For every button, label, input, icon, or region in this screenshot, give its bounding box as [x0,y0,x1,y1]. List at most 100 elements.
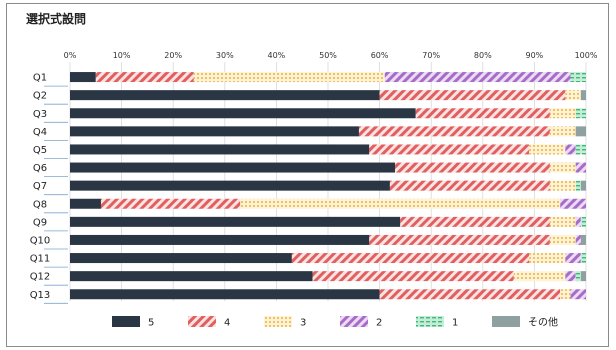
category-label: Q2 [33,91,47,102]
bar-segment-2 [570,289,586,300]
bar-segment-3 [565,90,581,101]
legend: 5 4 3 2 1 その他 [112,316,558,329]
legend-swatch [264,316,292,327]
bar-segment-3 [513,271,566,282]
bar-segment-1 [580,253,586,264]
x-tick-label: 40% [268,51,286,60]
legend-label: 1 [452,318,458,329]
bars [70,72,586,300]
bar-segment-5 [70,234,370,245]
bar-segment-4 [379,289,561,300]
legend-label: 5 [148,318,154,329]
bar-segment-4 [379,90,566,101]
bar-segment-2 [565,144,576,155]
bar-segment-other [580,271,586,282]
bar-segment-2 [575,216,581,227]
bar-segment-5 [70,162,396,173]
bar-segment-other [580,180,586,191]
category-label: Q4 [33,127,47,138]
category-label: Q11 [30,254,51,265]
bar-segment-4 [291,253,530,264]
category-label: Q12 [30,272,51,283]
bar-segment-other [580,90,586,101]
legend-swatch [340,316,368,327]
bar-segment-2 [575,234,581,245]
bar-segment-4 [395,162,550,173]
bar-segment-5 [70,271,313,282]
bar-segment-3 [549,126,576,137]
legend-swatch [416,316,444,327]
category-label: Q9 [33,217,47,228]
bar-segment-2 [565,271,576,282]
bar-segment-5 [70,90,380,101]
bar-segment-4 [369,144,530,155]
category-label: Q8 [33,199,47,210]
bar-segment-other [580,234,586,245]
bar-segment-1 [575,180,581,191]
bar-segment-5 [70,144,370,155]
bar-segment-3 [549,162,576,173]
bar-segment-2 [575,162,586,173]
bar-segment-3 [549,108,576,119]
x-tick-label: 50% [319,51,337,60]
bar-segment-4 [358,126,550,137]
bar-segment-4 [400,216,550,227]
bar-segment-other [575,126,586,137]
bar-segment-1 [570,72,586,83]
bar-segment-5 [70,72,96,83]
bar-segment-5 [70,126,359,137]
legend-swatch [188,316,216,327]
bar-segment-4 [369,234,550,245]
bar-segment-4 [100,198,241,209]
bar-segment-5 [70,253,292,264]
category-label: Q5 [33,145,47,156]
x-tick-label: 10% [113,51,131,60]
x-axis-ticks: 0% 10% 20% 30% 40% 50% 60% 70% 80% 90% 100% [64,51,598,60]
bar-segment-3 [529,253,566,264]
category-label: Q6 [33,163,47,174]
legend-label: 2 [376,318,382,329]
category-label: Q7 [33,181,47,192]
bar-segment-4 [389,180,550,191]
bar-segment-4 [415,108,550,119]
bar-segment-2 [565,253,581,264]
category-label: Q1 [33,73,47,84]
bar-segment-2 [384,72,571,83]
category-label: Q3 [33,109,47,120]
legend-label: 4 [224,318,230,329]
legend-label: 3 [300,318,306,329]
legend-swatch [492,316,520,327]
bar-segment-1 [575,271,581,282]
bar-segment-3 [549,180,576,191]
legend-label: その他 [528,316,558,329]
bar-segment-5 [70,216,401,227]
category-label: Q13 [30,290,51,301]
bar-segment-3 [549,234,576,245]
category-label: Q10 [30,235,51,246]
chart-title: 選択式設問 [26,12,87,26]
bar-segment-3 [240,198,561,209]
x-tick-label: 80% [474,51,492,60]
legend-swatch [112,316,140,327]
x-tick-label: 70% [422,51,440,60]
x-tick-label: 60% [371,51,389,60]
bar-segment-3 [549,216,576,227]
category-labels: Q1 Q2 Q3 Q4 Q5 Q6 Q7 Q8 Q9 Q10 Q11 Q12 Q13 [30,73,68,304]
x-tick-label: 20% [164,51,182,60]
bar-segment-4 [312,271,514,282]
x-tick-label: 30% [216,51,234,60]
bar-segment-3 [193,72,385,83]
bar-segment-4 [95,72,194,83]
bar-segment-1 [575,108,586,119]
bar-segment-2 [560,198,586,209]
x-tick-label: 0% [64,51,77,60]
bar-segment-1 [575,144,586,155]
bar-segment-5 [70,289,380,300]
x-tick-label: 90% [526,51,544,60]
bar-segment-3 [529,144,566,155]
x-tick-label: 100% [575,51,598,60]
bar-segment-5 [70,198,101,209]
bar-segment-1 [580,216,586,227]
bar-segment-3 [560,289,571,300]
